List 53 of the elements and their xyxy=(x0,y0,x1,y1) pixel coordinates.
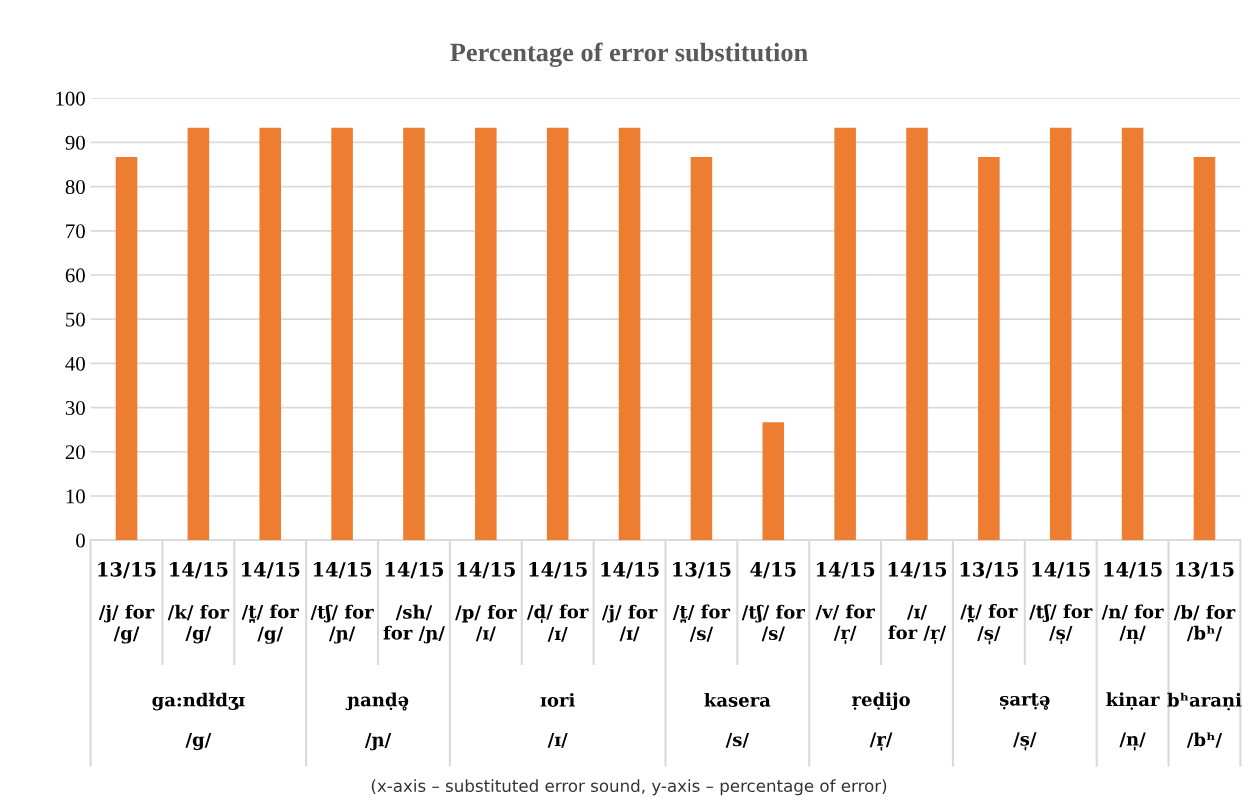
category-label: 13/15 /t̪/ for /s̩/ xyxy=(960,562,1019,645)
y-tick-label: 20 xyxy=(65,445,85,460)
text: (x-axis – substituted error sound, y-axis – percentage of error) xyxy=(371,779,887,796)
category-label: 14/15 /n/ for /n̩/ xyxy=(1101,562,1164,644)
category-label: 14/15 /tʃ/ for /s̩/ xyxy=(1029,562,1093,644)
category-label: 14/15 /tʃ/ for /ɲ/ xyxy=(310,562,374,644)
text: kasera /s/ xyxy=(704,692,771,748)
bar xyxy=(546,127,569,541)
bar xyxy=(403,127,425,541)
text: ṣarṭə̥ /s̩/ xyxy=(999,693,1050,751)
bar xyxy=(1121,127,1144,541)
bar xyxy=(115,156,138,541)
y-tick-label: 100 xyxy=(56,91,85,106)
category-label: 14/15 /p/ for /ɪ/ xyxy=(455,562,517,642)
text: ṛeḍijo /r̩/ xyxy=(852,692,910,751)
y-tick-label: 60 xyxy=(65,268,85,283)
text: bʰaraṇi /bʰ/ xyxy=(1167,692,1242,748)
y-tick-label: 70 xyxy=(66,224,85,239)
bar xyxy=(259,127,282,541)
bar xyxy=(618,127,641,541)
category-label: 14/15 /j/ for /ɪ/ xyxy=(601,562,659,642)
text: ɪori /ɪ/ xyxy=(540,692,575,748)
bar xyxy=(1049,127,1072,541)
y-tick-label: 90 xyxy=(65,135,85,150)
category-label: 4/15 /tʃ/ for /s/ xyxy=(741,562,806,642)
category-label: 14/15 /t̪/ for /g/ xyxy=(241,562,300,644)
bar xyxy=(187,127,210,541)
bar xyxy=(331,127,353,541)
category-label: 14/15 /v/ for /r̩/ xyxy=(815,562,875,644)
y-tick-label: 80 xyxy=(65,179,85,195)
chart-title: Percentage of error substitution xyxy=(450,42,808,67)
category-label: 14/15 /k/ for /g/ xyxy=(167,562,230,644)
text: kiṇar /n̩/ xyxy=(1106,692,1160,751)
bar xyxy=(1193,156,1216,541)
category-label: 13/15 /t̪/ for /s/ xyxy=(672,562,731,642)
category-label: 13/15 /b/ for /bʰ/ xyxy=(1173,562,1236,642)
bar xyxy=(690,156,713,541)
y-tick-label: 0 xyxy=(76,533,85,548)
y-tick-label: 10 xyxy=(66,489,85,504)
bar xyxy=(762,422,785,541)
category-label: 14/15 /ɪ/ for /r̩/ xyxy=(888,562,947,644)
y-tick-label: 50 xyxy=(66,312,85,327)
text: ɲanḍə̥ /ɲ/ xyxy=(345,692,409,751)
bar xyxy=(834,127,856,541)
text: ga:ndłdʒɪ /g/ xyxy=(152,692,245,751)
y-tick-label: 30 xyxy=(65,400,85,415)
bar xyxy=(475,127,497,541)
category-label: 14/15 /d̩/ for /ɪ/ xyxy=(526,562,589,642)
category-label: 14/15 /sh/ for /ɲ/ xyxy=(383,562,445,644)
y-tick-label: 40 xyxy=(65,356,85,371)
bar xyxy=(906,127,928,541)
category-label: 13/15 /j/ for /g/ xyxy=(98,562,156,644)
bar xyxy=(978,156,1000,541)
